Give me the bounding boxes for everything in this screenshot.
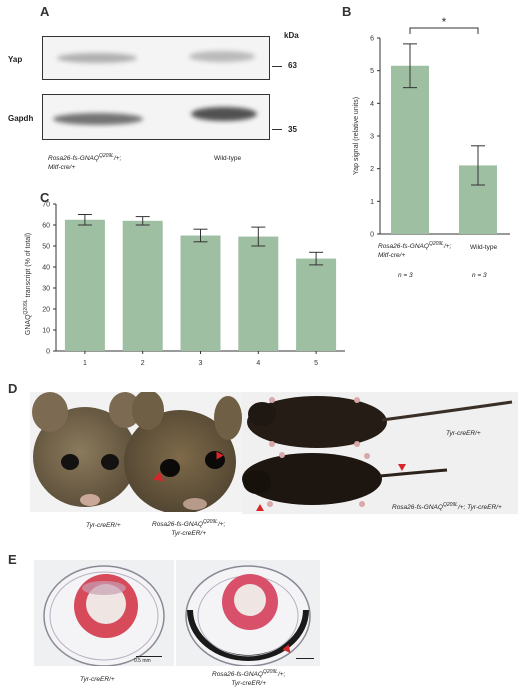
b-cat1-suffix: /+; <box>443 243 452 251</box>
c-bar <box>238 236 279 351</box>
c-y-tick-label: 20 <box>42 307 50 314</box>
lane1-label-sup: Q209L <box>98 153 114 159</box>
b-y-tick-label: 5 <box>370 68 374 75</box>
eye-section-control: 0.5 mm <box>34 560 174 666</box>
panel-a-letter: A <box>40 4 50 19</box>
red-arrow-icon <box>398 464 406 471</box>
c-ylabel: GNAQQ209L transcript (% of total) <box>23 233 32 335</box>
d-right-bottom-post: /+; Tyr-creER/+ <box>457 504 502 512</box>
b-y-tick-label: 3 <box>370 134 374 141</box>
kda-label: kDa <box>284 31 299 40</box>
c-bar <box>64 219 105 351</box>
mw-tick-35 <box>272 129 282 130</box>
b-n1-label: n = 3 <box>398 272 413 279</box>
eye-section-mutant <box>176 560 320 666</box>
c-y-tick-label: 10 <box>42 328 50 335</box>
d-left-label: Tyr-creER/+ <box>86 522 121 529</box>
b-y-tick-label: 1 <box>370 199 374 206</box>
b-y-tick-label: 6 <box>370 36 374 43</box>
e-right-line2: Tyr-creER/+ <box>231 680 266 688</box>
e-right-genotype: Rosa26-fs-GNAQ <box>212 671 263 679</box>
c-ylabel-post: transcript (% of total) <box>25 233 32 300</box>
c-x-tick-label: 2 <box>141 360 145 367</box>
b-cat1-sup: Q209L <box>428 241 444 247</box>
d-right-bottom-sup: Q209L <box>442 502 458 508</box>
c-y-tick-label: 0 <box>46 349 50 356</box>
d-right-bottom-label: Rosa26-fs-GNAQQ209L/+; Tyr-creER/+ <box>392 502 502 511</box>
b-y-tick-label: 4 <box>370 101 374 108</box>
b-significance-star: * <box>442 15 447 29</box>
panel-c-letter: C <box>40 190 50 205</box>
panel-b-letter: B <box>342 4 352 19</box>
whole-mice-illustration <box>242 396 513 507</box>
c-x-tick-label: 1 <box>83 360 87 367</box>
c-bar <box>296 258 337 351</box>
eye-section-control-illustration <box>43 565 165 666</box>
d-mid-label: Rosa26-fs-GNAQQ209L/+; Tyr-creER/+ <box>152 518 225 538</box>
panel-d-letter: D <box>8 381 18 396</box>
c-bar <box>122 220 163 351</box>
mw-tick-63 <box>272 66 282 67</box>
b-cat2-label: Wild-type <box>470 244 498 251</box>
lane1-label-suffix: /+; <box>113 155 122 163</box>
c-ylabel-pre: GNAQ <box>25 314 32 335</box>
b-cat1-genotype: Rosa26-fs-GNAQ <box>378 243 429 251</box>
d-mid-genotype: Rosa26-fs-GNAQ <box>152 521 203 529</box>
d-mid-sup: Q209L <box>202 519 218 525</box>
mouse-faces-illustration <box>32 392 242 512</box>
lane1-label: Rosa26-fs-GNAQQ209L/+; Mitf-cre/+ <box>48 152 121 172</box>
c-x-tick-label: 5 <box>314 360 318 367</box>
c-y-tick-label: 60 <box>42 223 50 230</box>
b-n2-label: n = 3 <box>472 272 487 279</box>
transcript-chart: 0 10 20 30 40 50 60 70 1 2 3 4 5 GNAQQ209L transcrip… <box>23 202 345 367</box>
b-y-tick-label: 2 <box>370 166 374 173</box>
panel-e-letter: E <box>8 552 17 567</box>
mouse-faces-photo <box>30 392 242 512</box>
b-bar <box>391 65 429 234</box>
mw-35: 35 <box>288 125 297 134</box>
yap-band-lane1 <box>57 53 137 63</box>
scale-bar-label: 0.5 mm <box>134 658 151 664</box>
c-bar <box>180 235 221 351</box>
red-arrow-icon <box>216 451 224 460</box>
e-left-label: Tyr-creER/+ <box>80 676 115 683</box>
d-right-bottom-pre: Rosa26-fs-GNAQ <box>392 504 443 512</box>
gapdh-blot <box>42 94 270 140</box>
e-right-sup: Q209L <box>262 669 278 675</box>
c-x-tick-label: 4 <box>256 360 260 367</box>
lane1-label-line2: Mitf-cre/+ <box>48 164 76 172</box>
gapdh-row-label: Gapdh <box>8 114 34 123</box>
b-ylabel: Yap signal (relative units) <box>353 97 360 175</box>
gapdh-band-lane2 <box>191 107 257 121</box>
b-cat1-label: Rosa26-fs-GNAQQ209L/+; Mitf-cre/+ <box>378 240 451 260</box>
whole-mice-photo: Tyr-creER/+ Rosa26-fs-GNAQQ209L/+; Tyr-c… <box>242 392 518 514</box>
mw-63: 63 <box>288 61 297 70</box>
yap-band-lane2 <box>189 51 255 62</box>
d-mid-line2: Tyr-creER/+ <box>171 530 206 538</box>
gapdh-band-lane1 <box>53 113 143 125</box>
c-y-tick-label: 50 <box>42 244 50 251</box>
b-y-tick-label: 0 <box>370 232 374 239</box>
yap-blot <box>42 36 270 80</box>
yap-row-label: Yap <box>8 55 23 64</box>
scale-bar <box>136 656 162 657</box>
c-x-tick-label: 3 <box>199 360 203 367</box>
c-y-tick-label: 40 <box>42 265 50 272</box>
d-right-top-label: Tyr-creER/+ <box>446 430 481 437</box>
b-cat1-line2: Mitf-cre/+ <box>378 252 406 260</box>
lane1-label-genotype: Rosa26-fs-GNAQ <box>48 155 99 163</box>
eye-section-mutant-illustration <box>185 565 311 666</box>
c-ylabel-sup: Q209L <box>23 299 29 314</box>
yap-signal-chart: 0 1 2 3 4 5 6 Yap signal (relative units) * <box>353 15 510 239</box>
b-significance-bracket <box>409 27 479 34</box>
lane2-label: Wild-type <box>214 155 242 162</box>
red-arrow-icon <box>256 504 264 511</box>
e-right-label: Rosa26-fs-GNAQQ209L/+; Tyr-creER/+ <box>212 668 285 688</box>
d-mid-suffix: /+; <box>217 521 226 529</box>
e-right-suffix: /+; <box>277 671 286 679</box>
c-y-tick-label: 30 <box>42 286 50 293</box>
c-y-tick-label: 70 <box>42 202 50 209</box>
scale-bar <box>296 658 314 659</box>
